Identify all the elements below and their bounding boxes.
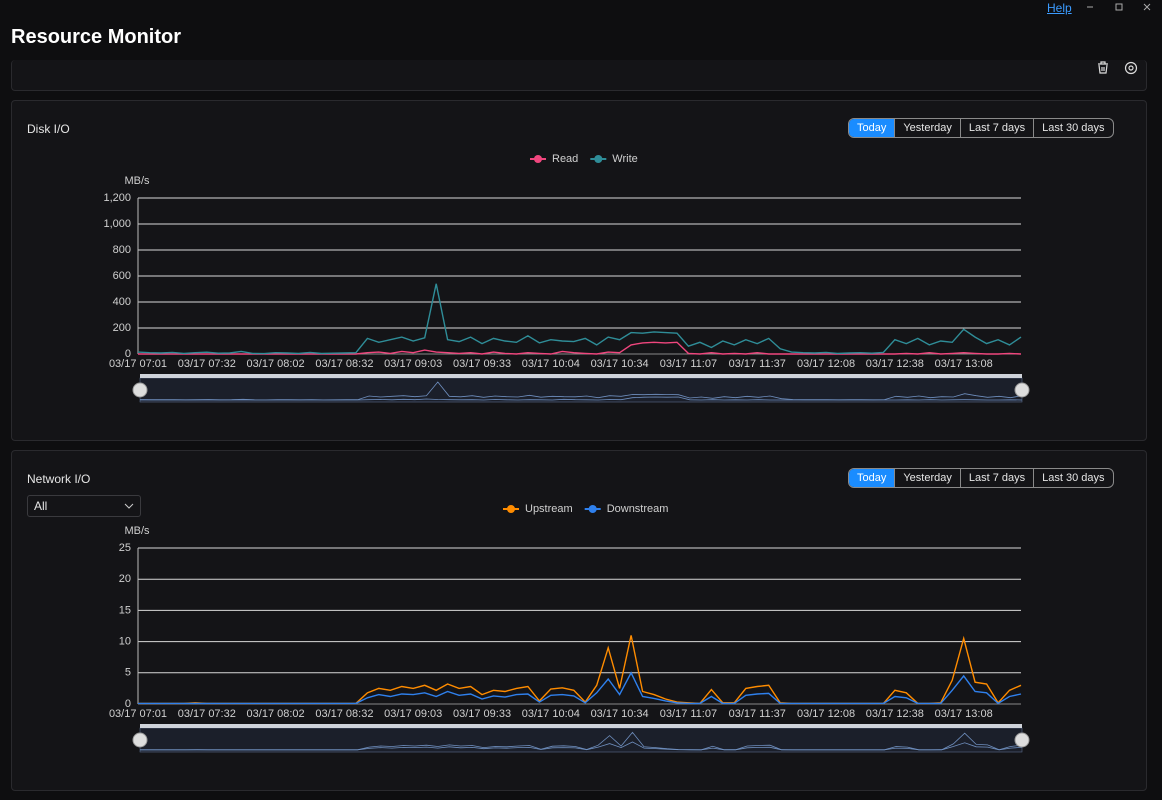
legend-marker xyxy=(588,505,597,513)
app-title: Resource Monitor xyxy=(11,26,182,48)
navigator-handle xyxy=(132,382,148,398)
range-button[interactable]: Yesterday xyxy=(894,469,960,487)
x-tick-label: 03/17 09:33 xyxy=(453,358,511,370)
x-tick-label: 03/17 09:03 xyxy=(384,708,442,720)
x-tick-label: 03/17 12:08 xyxy=(797,708,855,720)
series-line xyxy=(138,341,1022,355)
y-tick-label: 1,200 xyxy=(103,192,131,204)
x-tick-label: 03/17 08:32 xyxy=(315,358,373,370)
y-tick-label: 25 xyxy=(119,542,131,554)
y-tick-label: 20 xyxy=(119,573,131,585)
x-tick-label: 03/17 07:32 xyxy=(178,708,236,720)
chevron xyxy=(124,503,134,509)
range-button[interactable]: Last 7 days xyxy=(959,119,1033,137)
x-tick-label: 03/17 10:04 xyxy=(522,358,580,370)
legend-label: Write xyxy=(612,153,637,165)
x-tick-label: 03/17 12:08 xyxy=(797,358,855,370)
legend-label: Upstream xyxy=(525,503,573,515)
trash-icon[interactable] xyxy=(1098,61,1108,74)
legend-marker xyxy=(534,155,542,163)
y-axis-label: MB/s xyxy=(124,525,150,537)
panel-top xyxy=(11,60,1147,91)
y-tick-label: 600 xyxy=(113,270,131,282)
series-line xyxy=(138,635,1022,705)
x-tick-label: 03/17 13:08 xyxy=(935,358,993,370)
settings-icon[interactable] xyxy=(1124,61,1138,75)
x-tick-label: 03/17 10:34 xyxy=(591,358,649,370)
x-tick-label: 03/17 08:02 xyxy=(247,708,305,720)
x-tick-label: 03/17 10:04 xyxy=(522,708,580,720)
range-button[interactable]: Last 7 days xyxy=(959,469,1033,487)
range-button[interactable]: Today xyxy=(849,469,895,487)
x-tick-label: 03/17 11:07 xyxy=(660,708,717,720)
x-tick-label: 03/17 10:34 xyxy=(591,708,649,720)
x-tick-label: 03/17 12:38 xyxy=(866,708,924,720)
maximize[interactable] xyxy=(1115,3,1123,11)
legend-label: Downstream xyxy=(607,503,669,515)
y-axis-label: MB/s xyxy=(124,175,150,187)
range-buttons: Today Yesterday Last 7 days Last 30 days xyxy=(848,468,1114,488)
navigator-line xyxy=(140,741,1023,751)
filter-value: All xyxy=(34,499,48,513)
y-tick-label: 0 xyxy=(125,698,131,710)
y-tick-label: 800 xyxy=(113,244,131,256)
range-button[interactable]: Last 30 days xyxy=(1033,469,1112,487)
y-tick-label: 10 xyxy=(119,636,131,648)
range-buttons: Today Yesterday Last 7 days Last 30 days xyxy=(848,118,1114,138)
navigator-bar xyxy=(140,374,1022,378)
legend-marker xyxy=(507,505,515,513)
panel-title: Disk I/O xyxy=(27,122,70,136)
x-tick-label: 03/17 08:32 xyxy=(315,708,373,720)
legend-marker xyxy=(594,155,603,163)
navigator xyxy=(139,377,1023,403)
window-controls xyxy=(1087,3,1151,11)
x-tick-label: 03/17 11:37 xyxy=(729,358,786,370)
x-tick-label: 03/17 11:37 xyxy=(729,708,786,720)
x-tick-label: 03/17 08:02 xyxy=(247,358,305,370)
x-tick-label: 03/17 07:01 xyxy=(109,358,167,370)
x-tick-label: 03/17 09:03 xyxy=(384,358,442,370)
range-button[interactable]: Yesterday xyxy=(894,119,960,137)
help-link[interactable]: Help xyxy=(1047,1,1072,15)
y-tick-label: 0 xyxy=(125,348,131,360)
x-tick-label: 03/17 12:38 xyxy=(866,358,924,370)
legend-label: Read xyxy=(552,153,578,165)
y-tick-label: 15 xyxy=(119,604,131,616)
range-button[interactable]: Today xyxy=(849,119,895,137)
navigator-handle xyxy=(132,732,148,748)
y-tick-label: 1,000 xyxy=(103,218,131,230)
navigator-handle xyxy=(1014,382,1030,398)
navigator-bar xyxy=(140,724,1022,728)
x-tick-label: 03/17 11:07 xyxy=(660,358,717,370)
filter-select[interactable]: All xyxy=(27,495,141,517)
navigator-handle xyxy=(1014,732,1030,748)
close[interactable] xyxy=(1143,3,1151,11)
series-line xyxy=(138,671,1022,705)
y-tick-label: 200 xyxy=(113,322,131,334)
y-tick-label: 400 xyxy=(113,296,131,308)
panel-title: Network I/O xyxy=(27,472,91,486)
x-tick-label: 03/17 07:32 xyxy=(178,358,236,370)
x-tick-label: 03/17 07:01 xyxy=(109,708,167,720)
y-tick-label: 5 xyxy=(125,667,131,679)
navigator-line xyxy=(139,381,1023,401)
range-button[interactable]: Last 30 days xyxy=(1033,119,1112,137)
x-tick-label: 03/17 13:08 xyxy=(935,708,993,720)
x-tick-label: 03/17 09:33 xyxy=(453,708,511,720)
series-line xyxy=(137,283,1022,355)
